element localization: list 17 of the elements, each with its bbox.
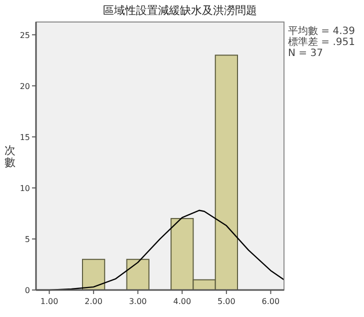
text: 平均數 = 4.39 [288, 25, 356, 37]
x-tick-label: 4.00 [173, 297, 192, 306]
x-tick-label: 1.00 [40, 297, 58, 306]
y-tick-label: 20 [20, 82, 30, 91]
text: 標準差 = .951 [288, 36, 356, 48]
text: N = 37 [288, 48, 323, 59]
chart-title: 區域性設置減緩缺水及洪澇問題 [103, 4, 257, 17]
x-tick-label: 2.00 [84, 297, 102, 306]
x-tick-label: 5.00 [218, 297, 236, 306]
y-tick-label: 15 [20, 132, 30, 142]
y-tick-label: 10 [20, 184, 30, 193]
y-tick-label: 0 [24, 286, 30, 295]
y-axis-title: 次數 [4, 144, 16, 169]
x-tick-label: 3.00 [128, 297, 147, 306]
y-tick-label: 5 [24, 234, 30, 244]
y-tick-label: 25 [20, 30, 30, 40]
x-tick-label: 6.00 [262, 297, 280, 306]
